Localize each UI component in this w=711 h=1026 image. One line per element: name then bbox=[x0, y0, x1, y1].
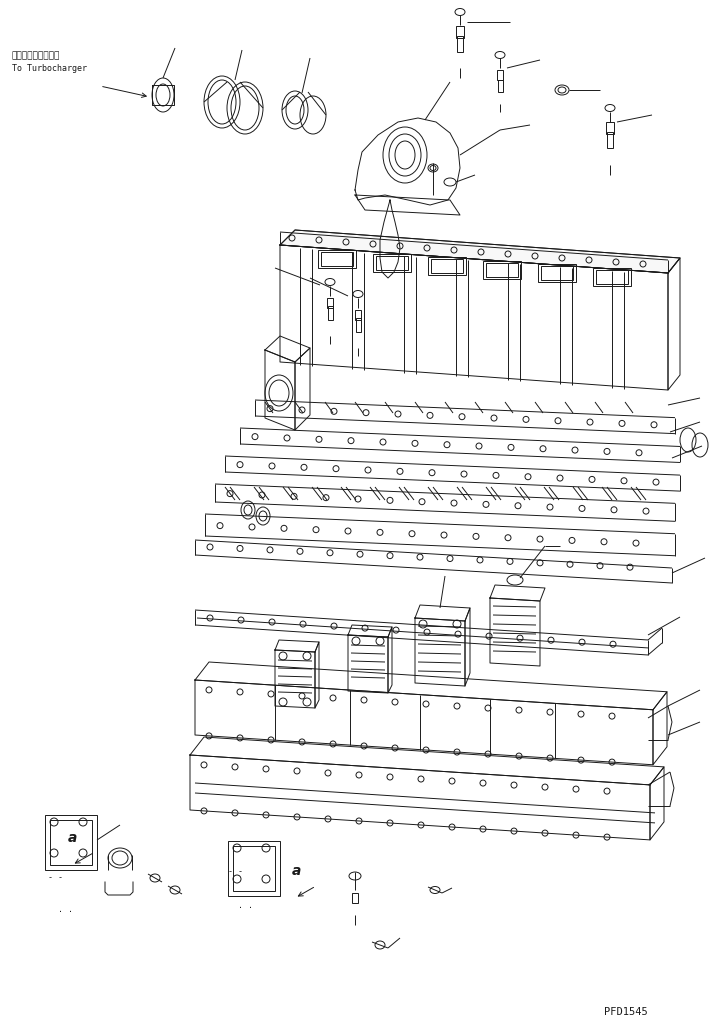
Text: To Turbocharger: To Turbocharger bbox=[12, 64, 87, 73]
Bar bbox=[45, 815, 97, 870]
Bar bbox=[233, 846, 275, 891]
Bar bbox=[498, 80, 503, 92]
Bar bbox=[373, 253, 411, 272]
Polygon shape bbox=[280, 230, 680, 273]
Text: - -: - - bbox=[48, 873, 63, 882]
Bar bbox=[483, 261, 521, 278]
Bar bbox=[50, 820, 92, 865]
Bar bbox=[228, 841, 280, 896]
Bar bbox=[352, 893, 358, 903]
Text: . .: . . bbox=[48, 905, 73, 914]
Bar bbox=[593, 268, 631, 285]
Bar bbox=[327, 298, 333, 308]
Text: PFD1545: PFD1545 bbox=[604, 1007, 648, 1017]
Bar bbox=[606, 122, 614, 134]
Bar bbox=[356, 318, 361, 332]
Bar bbox=[538, 264, 576, 282]
Bar bbox=[456, 26, 464, 38]
Bar bbox=[328, 306, 333, 320]
Bar bbox=[457, 36, 463, 52]
Bar bbox=[428, 256, 466, 275]
Bar bbox=[497, 70, 503, 80]
Bar bbox=[355, 310, 361, 320]
Bar bbox=[318, 250, 356, 268]
Bar bbox=[607, 132, 613, 148]
Text: a: a bbox=[292, 864, 301, 878]
Text: ターボチャージャへ: ターボチャージャへ bbox=[12, 51, 60, 60]
Bar bbox=[596, 270, 628, 283]
Bar bbox=[486, 263, 518, 276]
Text: . .: . . bbox=[228, 901, 253, 910]
Bar bbox=[376, 255, 408, 270]
Bar bbox=[431, 259, 463, 273]
Text: - -: - - bbox=[228, 867, 243, 876]
Bar bbox=[321, 252, 353, 266]
Text: a: a bbox=[68, 831, 77, 845]
Bar bbox=[541, 266, 573, 280]
